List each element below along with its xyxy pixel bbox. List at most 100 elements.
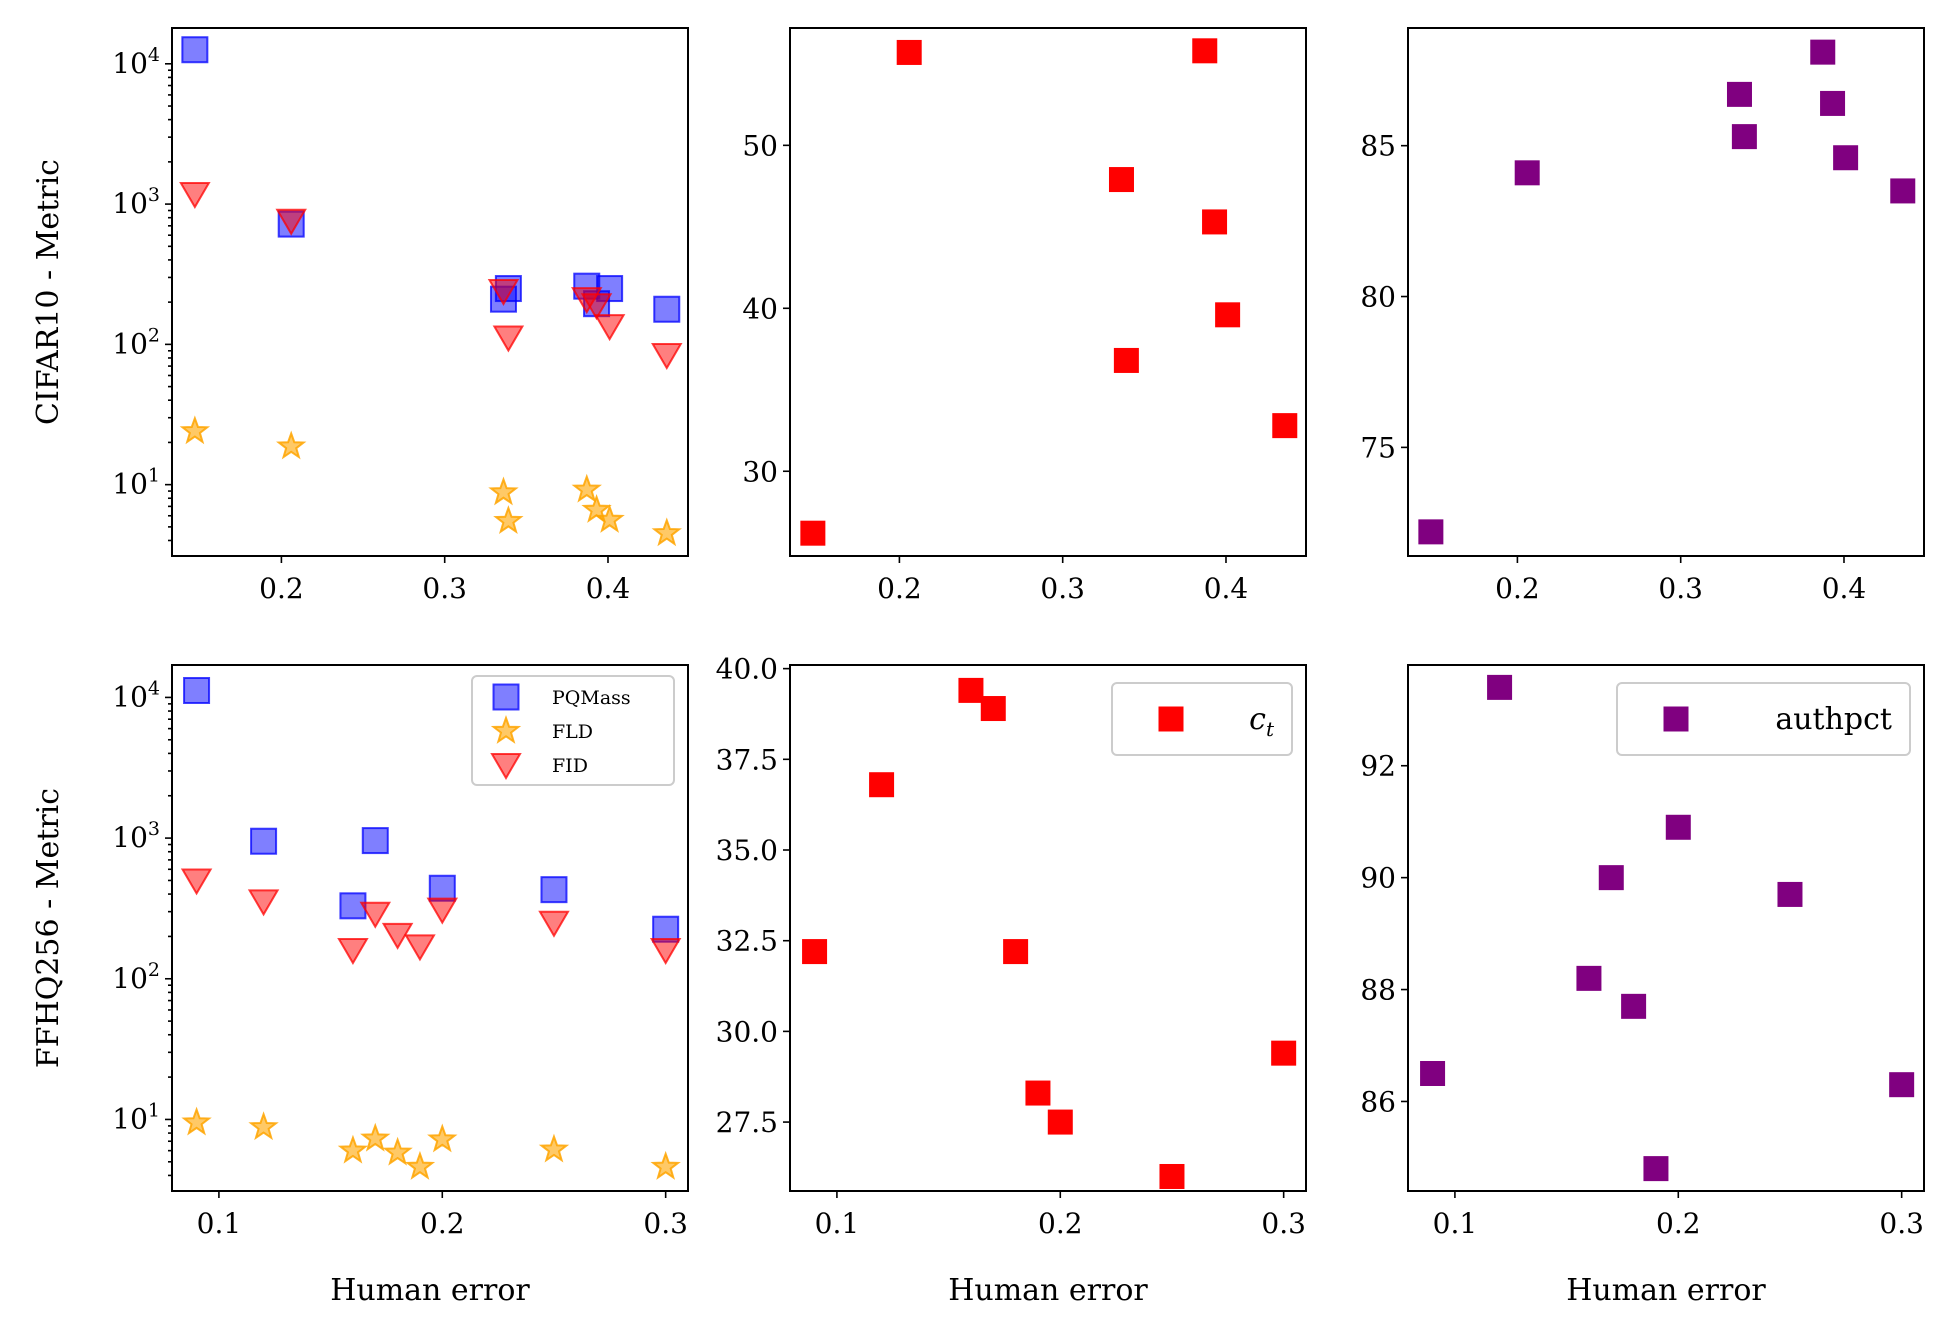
point-FID [580, 293, 613, 321]
x-tick-label: 0.1 [815, 1207, 860, 1240]
y-tick-label: 90 [1360, 862, 1396, 895]
series-FLD [181, 1106, 681, 1180]
x-tick-label: 0.3 [422, 572, 467, 605]
y-tick-label: 75 [1360, 431, 1396, 464]
axes-frame [1407, 27, 1925, 557]
point-FLD [594, 504, 625, 533]
point-FID [275, 208, 307, 236]
point-c_t [1113, 347, 1139, 373]
axes-frame [789, 27, 1307, 557]
point-c_t [980, 696, 1006, 722]
point-PQMass [183, 676, 211, 704]
point-authpct [1514, 160, 1540, 186]
series-PQMass [181, 36, 681, 323]
point-FLD [427, 1123, 458, 1153]
point-authpct [1621, 993, 1647, 1019]
point-FID [593, 314, 626, 342]
point-authpct [1665, 814, 1691, 840]
point-FLD [382, 1136, 413, 1166]
point-FID [538, 910, 570, 938]
x-tick-label: 0.3 [1040, 572, 1085, 605]
x-tick-label: 0.1 [197, 1207, 242, 1240]
point-c_t [1271, 1040, 1297, 1066]
y-tick-label: 35.0 [716, 834, 778, 867]
x-tick-label: 0.2 [259, 572, 304, 605]
panel-cifar-ct: 0.2 0.3 0.4 30 40 50 [742, 27, 1307, 605]
x-tick-label: 0.3 [643, 1207, 688, 1240]
legend-label-c_t: ct [1249, 702, 1275, 741]
x-axis-label: Human error [1566, 1273, 1766, 1308]
point-FLD [181, 1106, 212, 1136]
x-tick-label: 0.3 [1658, 572, 1703, 605]
y-tick-label: 40.0 [716, 653, 778, 686]
y-tick-label: 37.5 [716, 743, 778, 776]
point-PQMass [181, 36, 209, 64]
point-c_t [1025, 1080, 1051, 1106]
point-c_t [1047, 1109, 1073, 1135]
y-tick-label: 103 [112, 818, 160, 854]
y-tick-label: 86 [1360, 1085, 1396, 1118]
legend: authpct [1616, 682, 1911, 756]
y-tick-label: 40 [742, 292, 778, 325]
legend: PQMass FLD FID [471, 675, 675, 786]
x-tick-label: 0.3 [1261, 1207, 1306, 1240]
point-FID [247, 889, 280, 917]
y-tick-label: 27.5 [716, 1106, 778, 1139]
point-authpct [1487, 674, 1513, 700]
point-authpct [1777, 881, 1803, 907]
legend-marker-authpct [1663, 706, 1689, 732]
legend-marker-FID [490, 753, 522, 780]
point-FLD [179, 415, 211, 445]
x-tick-label: 0.2 [1656, 1207, 1701, 1240]
y-tick-label: 88 [1360, 974, 1396, 1007]
legend-marker-PQMass [492, 683, 520, 711]
point-FID [651, 342, 683, 370]
x-axis-label: Human error [948, 1273, 1148, 1308]
point-authpct [1890, 178, 1916, 204]
point-c_t [1108, 167, 1134, 193]
point-c_t [1215, 302, 1241, 328]
axes-frame [171, 27, 689, 557]
point-c_t [1192, 38, 1218, 64]
y-tick-label: 30 [742, 455, 778, 488]
series-authpct [1420, 674, 1915, 1182]
point-authpct [1731, 124, 1757, 150]
series-FID [180, 868, 682, 966]
point-PQMass [361, 827, 389, 855]
point-FLD [404, 1150, 436, 1180]
point-c_t [800, 520, 826, 546]
legend: ct [1111, 682, 1293, 756]
panel-cifar-authpct: 0.2 0.3 0.4 75 80 85 [1360, 27, 1925, 605]
legend-label-FID: FID [552, 755, 588, 777]
y-tick-label: 30.0 [716, 1015, 778, 1048]
y-tick-label: 32.5 [716, 925, 778, 958]
point-FID [179, 182, 211, 209]
legend-box [471, 675, 675, 786]
point-c_t [1272, 413, 1298, 439]
y-tick-label: 102 [112, 324, 160, 360]
point-PQMass [652, 915, 680, 943]
point-authpct [1810, 39, 1836, 65]
legend-box [1616, 682, 1911, 756]
point-authpct [1889, 1072, 1915, 1098]
point-c_t [1003, 939, 1029, 965]
point-FLD [276, 430, 307, 460]
series-PQMass [183, 676, 680, 943]
y-tick-label: 104 [112, 44, 160, 80]
point-FID [649, 938, 682, 966]
legend-label-authpct: authpct [1775, 702, 1892, 737]
point-PQMass [339, 892, 367, 920]
y-tick-label: 104 [112, 677, 160, 713]
point-FLD [360, 1122, 391, 1152]
series-c_t [802, 677, 1297, 1189]
point-authpct [1833, 145, 1859, 171]
series-FID [179, 182, 683, 370]
y-tick-label: 101 [112, 465, 160, 501]
series-authpct [1418, 39, 1916, 545]
point-c_t [896, 39, 922, 65]
point-PQMass [428, 874, 456, 902]
point-FID [487, 279, 520, 307]
point-FLD [538, 1133, 570, 1163]
point-PQMass [250, 827, 278, 855]
